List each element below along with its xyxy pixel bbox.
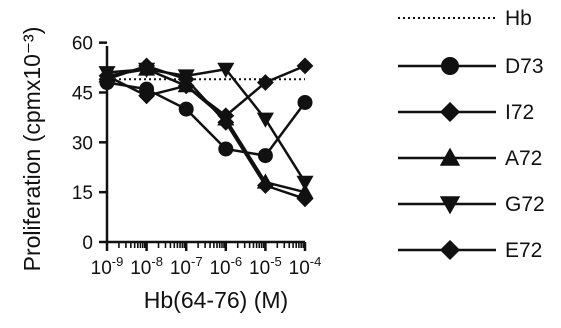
- legend-label: G72: [505, 193, 545, 216]
- data-point: [256, 74, 274, 91]
- series-d73: [99, 75, 313, 164]
- y-tick-label: 45: [72, 83, 93, 104]
- data-point: [177, 70, 195, 88]
- y-tick-label: 60: [72, 34, 93, 55]
- y-tick-label: 0: [82, 233, 93, 254]
- data-point: [138, 87, 156, 105]
- legend-marker: [439, 196, 461, 215]
- legend-item-i72: I72: [398, 101, 534, 124]
- x-tick-label: 10-8: [130, 254, 163, 279]
- legend-item-e72: E72: [398, 239, 542, 262]
- legend-marker: [439, 147, 461, 166]
- series-line: [106, 64, 306, 200]
- x-tick-label: 10-7: [170, 254, 203, 279]
- data-point: [138, 57, 156, 75]
- data-point: [217, 62, 235, 78]
- data-point: [256, 112, 274, 128]
- x-tick-label: 10-5: [249, 254, 282, 279]
- series-line: [106, 81, 307, 157]
- series-e72: [98, 57, 314, 208]
- legend-label: Hb: [505, 7, 532, 30]
- legend-item-d73: D73: [398, 55, 544, 78]
- data-point: [297, 94, 313, 110]
- series-i72: [98, 57, 314, 125]
- data-point: [296, 175, 314, 191]
- legend-label: A72: [505, 147, 542, 170]
- x-tick-label: 10-6: [209, 254, 242, 279]
- series-layer: [98, 57, 314, 208]
- x-axis-title: Hb(64-76) (M): [144, 287, 288, 313]
- data-point: [256, 177, 274, 194]
- legend-item-g72: G72: [398, 193, 545, 216]
- y-axis-title: Proliferation (cpmx10⁻³): [19, 27, 45, 272]
- legend-label: D73: [505, 55, 544, 78]
- x-tick-label: 10-4: [289, 254, 322, 279]
- legend: Hb D73 I72 A72 G72 E72: [398, 7, 545, 262]
- legend-label: E72: [505, 239, 542, 262]
- y-tick-labels: 0 15 30 45 60: [72, 34, 107, 254]
- data-point: [257, 148, 273, 164]
- x-tick-label: 10-9: [91, 254, 124, 279]
- data-point: [178, 101, 194, 117]
- legend-label: I72: [505, 101, 534, 124]
- legend-marker: [439, 239, 461, 261]
- series-g72: [98, 62, 314, 191]
- data-point: [98, 70, 116, 88]
- series-line: [106, 67, 307, 183]
- legend-marker: [439, 101, 461, 123]
- data-point: [296, 190, 314, 208]
- legend-item-a72: A72: [398, 147, 542, 170]
- x-tick-labels: 10-9 10-8 10-7 10-6 10-5 10-4: [91, 242, 322, 279]
- data-point: [296, 57, 314, 75]
- y-tick-label: 30: [72, 133, 93, 154]
- data-point: [218, 141, 234, 157]
- legend-marker: [441, 57, 459, 75]
- y-tick-label: 15: [72, 183, 93, 204]
- data-point: [217, 113, 235, 131]
